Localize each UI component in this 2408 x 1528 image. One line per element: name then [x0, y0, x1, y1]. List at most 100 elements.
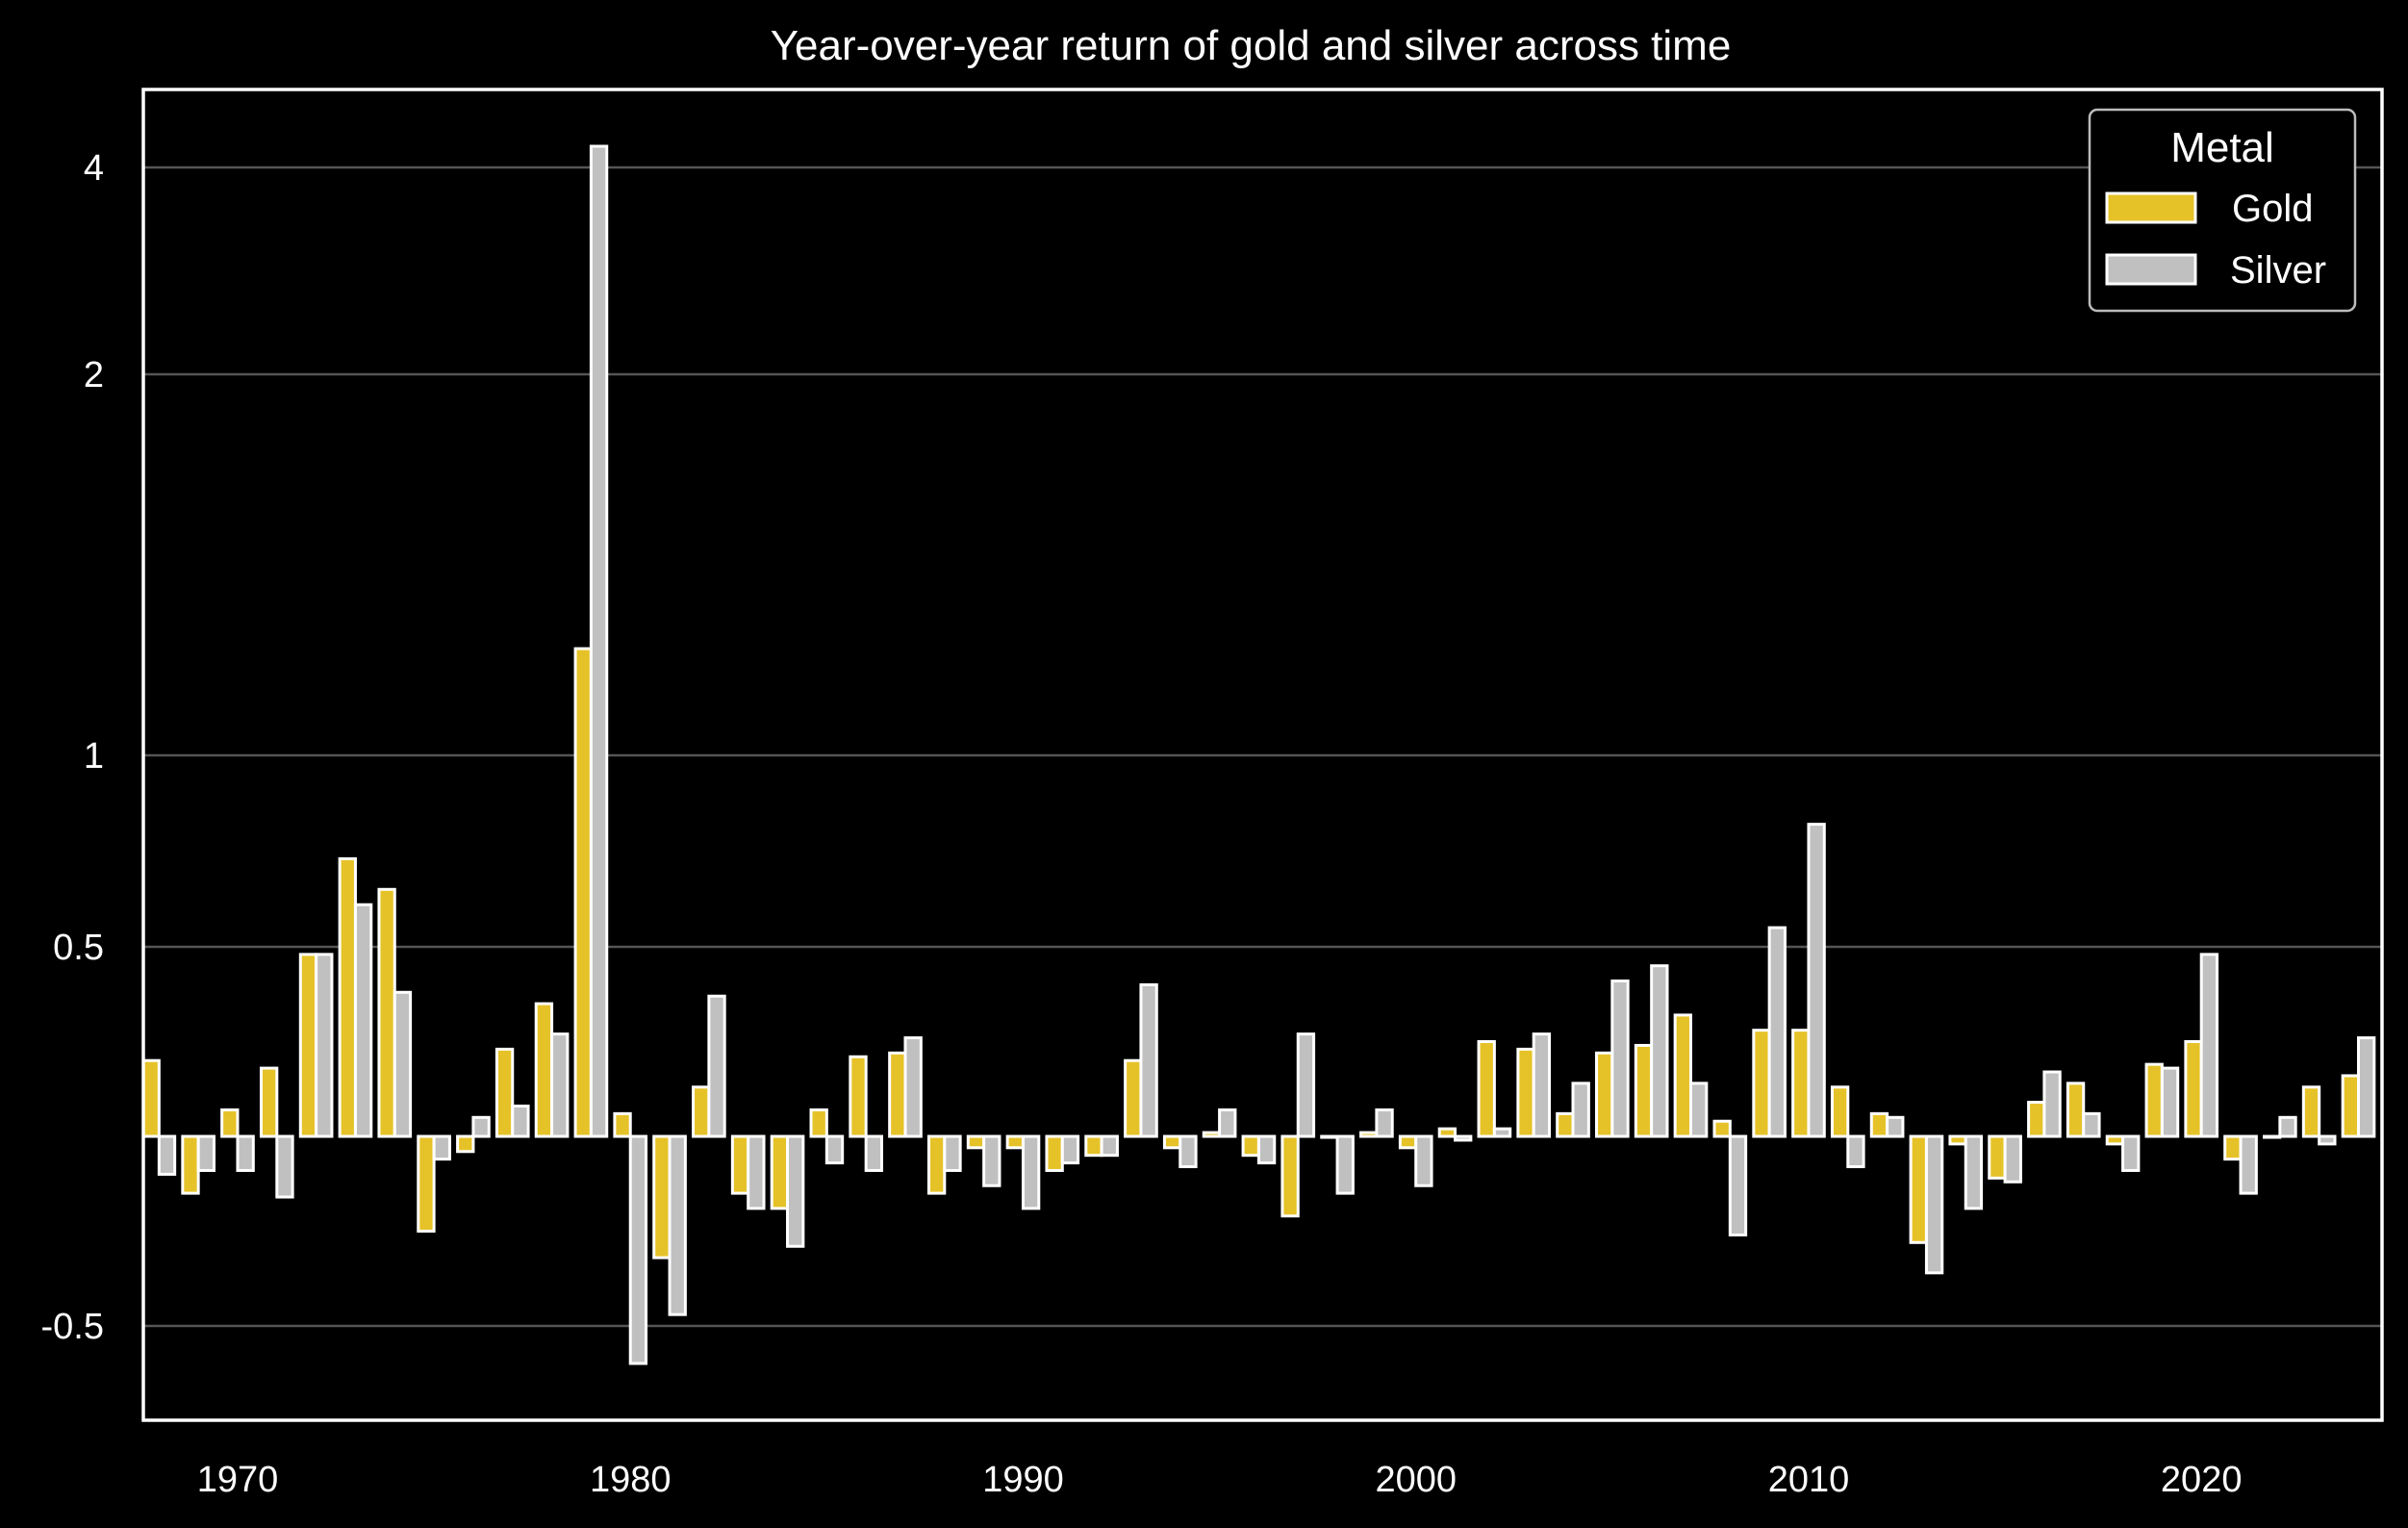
y-tick-label: 1 — [84, 736, 104, 777]
bar-gold-1999 — [1359, 1131, 1379, 1138]
bar-gold-1984 — [770, 1134, 790, 1210]
y-tick-label: 4 — [84, 148, 104, 189]
bar-silver-1977 — [511, 1104, 530, 1138]
bar-gold-1975 — [417, 1134, 436, 1233]
bar-gold-2023 — [2301, 1085, 2321, 1138]
bar-gold-1972 — [298, 953, 318, 1138]
bar-gold-1997 — [1280, 1134, 1300, 1218]
bar-silver-1993 — [1139, 982, 1158, 1138]
bar-gold-1986 — [849, 1055, 868, 1138]
y-tick-label: 2 — [84, 355, 104, 395]
bar-silver-1994 — [1179, 1134, 1198, 1169]
bar-gold-1973 — [338, 856, 357, 1138]
bar-gold-2011 — [1830, 1085, 1850, 1138]
bar-gold-1993 — [1124, 1058, 1143, 1138]
bar-gold-1995 — [1202, 1131, 1222, 1138]
bar-gold-1982 — [692, 1085, 711, 1138]
x-axis-ticks: 1970 1980 1990 2000 2010 2020 — [197, 1460, 2243, 1500]
bar-silver-1997 — [1296, 1032, 1316, 1138]
bar-silver-1979 — [589, 144, 609, 1138]
bar-gold-2005 — [1595, 1051, 1614, 1138]
legend-label-silver: Silver — [2230, 249, 2326, 292]
bar-silver-2016 — [2042, 1070, 2062, 1138]
bar-gold-2006 — [1634, 1043, 1654, 1138]
y-axis-ticks: -0.5 0.5 1 2 4 — [41, 148, 104, 1347]
bar-silver-1974 — [393, 990, 413, 1138]
bar-silver-1999 — [1375, 1108, 1394, 1138]
bar-silver-2018 — [2121, 1134, 2141, 1172]
bar-gold-1976 — [456, 1134, 475, 1154]
bar-silver-1971 — [275, 1134, 294, 1199]
bar-gold-2022 — [2263, 1134, 2282, 1139]
bar-silver-2004 — [1571, 1082, 1590, 1138]
y-tick-label: -0.5 — [41, 1307, 104, 1347]
bar-silver-1984 — [786, 1134, 805, 1248]
x-tick-label: 1980 — [590, 1460, 672, 1500]
bar-gold-1983 — [730, 1134, 750, 1195]
bar-gold-2010 — [1791, 1029, 1811, 1138]
legend: Metal Gold Silver — [2088, 108, 2357, 313]
bar-silver-2014 — [1964, 1134, 1984, 1210]
bar-silver-2006 — [1650, 964, 1669, 1138]
plot-frame — [141, 88, 2384, 1422]
bar-silver-1996 — [1256, 1134, 1277, 1165]
bar-gold-2021 — [2223, 1134, 2243, 1161]
bar-gold-1988 — [926, 1134, 947, 1195]
bar-gold-2008 — [1712, 1119, 1732, 1138]
bar-silver-2017 — [2082, 1111, 2101, 1138]
bar-gold-1994 — [1162, 1134, 1182, 1150]
bar-silver-2019 — [2160, 1066, 2180, 1138]
bar-gold-2007 — [1673, 1013, 1692, 1138]
bar-gold-1977 — [494, 1047, 515, 1138]
bar-silver-2009 — [1767, 926, 1787, 1138]
bar-silver-1983 — [747, 1134, 766, 1210]
bar-gold-1990 — [1005, 1134, 1025, 1150]
x-tick-label: 1970 — [197, 1460, 279, 1500]
bar-silver-1972 — [315, 953, 334, 1138]
y-tick-label: 0.5 — [53, 928, 104, 968]
bar-silver-2023 — [2318, 1134, 2337, 1146]
x-tick-label: 2010 — [1768, 1460, 1850, 1500]
bar-gold-2013 — [1909, 1134, 1928, 1244]
bar-gold-2002 — [1477, 1040, 1496, 1138]
bar-gold-1978 — [534, 1002, 554, 1138]
bar-silver-1968 — [157, 1134, 177, 1176]
bar-gold-1987 — [888, 1051, 907, 1138]
chart-title: Year-over-year return of gold and silver… — [771, 22, 1732, 69]
bar-gold-2017 — [2066, 1082, 2086, 1138]
bar-gold-1998 — [1320, 1134, 1339, 1139]
bar-silver-2015 — [2003, 1134, 2022, 1184]
bar-silver-1988 — [943, 1134, 962, 1172]
bar-silver-1987 — [903, 1036, 923, 1138]
bar-gold-1996 — [1241, 1134, 1260, 1158]
bar-gold-2014 — [1948, 1134, 1967, 1146]
bar-gold-2015 — [1988, 1134, 2007, 1180]
bar-gold-2020 — [2184, 1040, 2203, 1138]
bar-gold-2004 — [1556, 1111, 1575, 1138]
legend-swatch-silver — [2105, 253, 2197, 286]
bar-gold-1969 — [181, 1134, 200, 1195]
bar-silver-1989 — [982, 1134, 1001, 1187]
bar-silver-2007 — [1688, 1082, 1709, 1138]
bar-gold-2018 — [2105, 1134, 2125, 1146]
bar-gold-2024 — [2341, 1074, 2361, 1138]
bar-silver-2011 — [1846, 1134, 1865, 1169]
bar-silver-2005 — [1610, 979, 1630, 1138]
bar-silver-2008 — [1728, 1134, 1748, 1236]
legend-title: Metal — [2170, 124, 2274, 171]
bar-silver-2000 — [1414, 1134, 1433, 1187]
bar-silver-1976 — [471, 1115, 491, 1138]
bar-silver-1981 — [668, 1134, 687, 1316]
bar-silver-2010 — [1807, 823, 1826, 1138]
bar-silver-1998 — [1335, 1134, 1355, 1195]
bar-silver-2022 — [2278, 1115, 2297, 1138]
bar-gold-1981 — [652, 1134, 672, 1260]
bar-silver-1975 — [432, 1134, 451, 1161]
bar-silver-1995 — [1218, 1108, 1237, 1138]
x-tick-label: 1990 — [982, 1460, 1064, 1500]
bar-silver-1982 — [707, 994, 726, 1138]
bar-gold-2003 — [1516, 1047, 1535, 1138]
bars — [141, 144, 2376, 1365]
bar-gold-1970 — [220, 1108, 240, 1138]
